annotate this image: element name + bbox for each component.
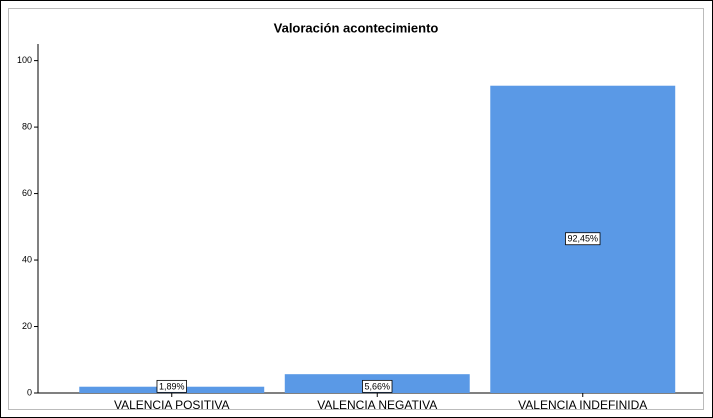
y-tick-label: 0 xyxy=(27,387,32,397)
value-label-box xyxy=(565,232,601,246)
x-tick-label: VALENCIA INDEFINIDA xyxy=(518,398,647,412)
value-label: 5,66% xyxy=(364,381,390,391)
value-label: 92,45% xyxy=(567,234,598,244)
inner-frame xyxy=(8,8,704,410)
x-tick-label: VALENCIA NEGATIVA xyxy=(317,398,437,412)
value-label-box xyxy=(362,379,393,393)
y-tick-label: 60 xyxy=(22,188,32,198)
y-tick-label: 100 xyxy=(17,55,32,65)
chart-title: Valoración acontecimiento xyxy=(274,20,439,35)
value-label: 1,89% xyxy=(159,381,185,391)
y-tick-label: 40 xyxy=(22,254,32,264)
x-tick-label: VALENCIA POSITIVA xyxy=(114,398,230,412)
y-tick-label: 20 xyxy=(22,321,32,331)
y-tick-label: 80 xyxy=(22,121,32,131)
value-label-box xyxy=(156,379,187,393)
